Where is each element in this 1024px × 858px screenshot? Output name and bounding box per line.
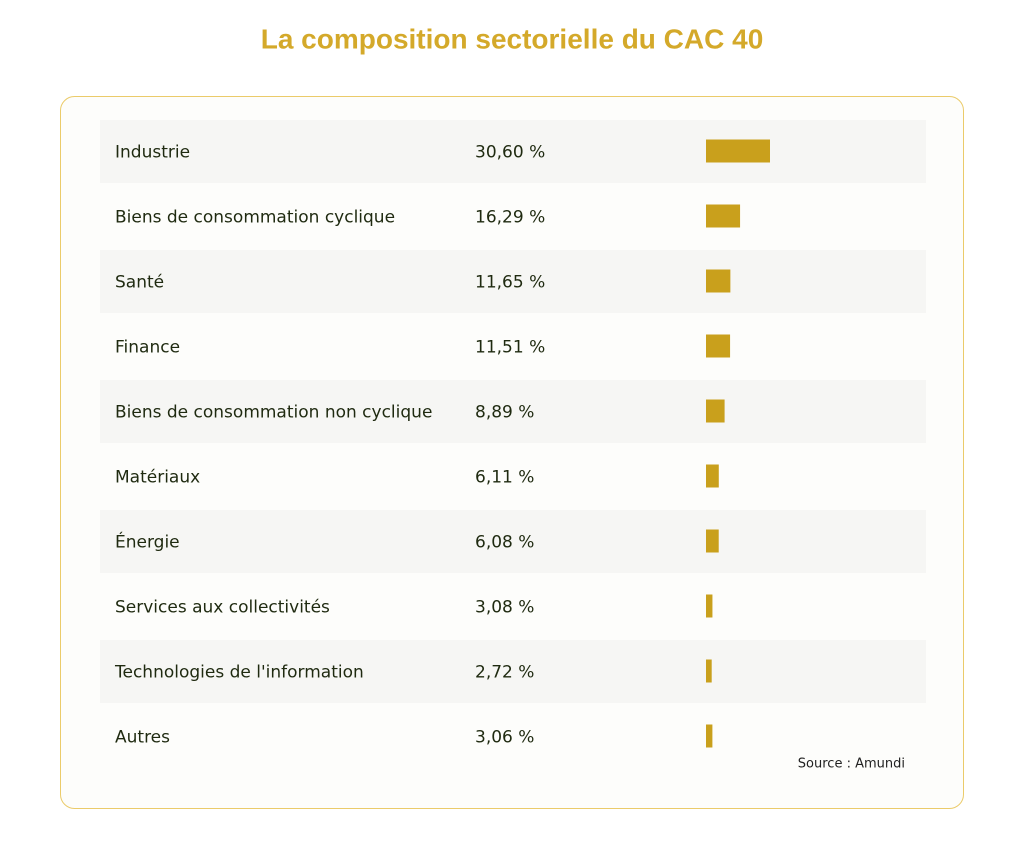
value-label: 11,65 %	[475, 273, 545, 293]
category-label: Finance	[115, 338, 180, 358]
value-label: 3,06 %	[475, 728, 534, 748]
value-label: 11,51 %	[475, 338, 545, 358]
value-label: 30,60 %	[475, 143, 545, 163]
value-label: 6,11 %	[475, 468, 534, 488]
source-note: Source : Amundi	[798, 757, 905, 772]
bar	[706, 464, 719, 488]
category-label: Services aux collectivités	[115, 598, 330, 618]
category-label: Énergie	[115, 531, 180, 553]
bar	[706, 139, 770, 163]
bar	[706, 269, 731, 293]
bar	[706, 659, 712, 683]
bar	[706, 399, 725, 423]
category-label: Biens de consommation cyclique	[115, 208, 395, 228]
value-label: 2,72 %	[475, 663, 534, 683]
rows: Industrie 30,60 % Biens de consommation cy…	[100, 120, 926, 748]
value-label: 8,89 %	[475, 403, 534, 423]
category-label: Matériaux	[115, 468, 200, 488]
row-background	[100, 250, 926, 313]
category-label: Industrie	[115, 143, 190, 163]
category-label: Technologies de l'information	[114, 663, 364, 683]
value-label: 16,29 %	[475, 208, 545, 228]
category-label: Autres	[115, 728, 170, 748]
bar	[706, 529, 719, 553]
chart-title: La composition sectorielle du CAC 40	[261, 23, 764, 54]
value-label: 3,08 %	[475, 598, 534, 618]
row-background	[100, 640, 926, 703]
row-background	[100, 380, 926, 443]
row-background	[100, 510, 926, 573]
value-label: 6,08 %	[475, 533, 534, 553]
row-background	[100, 120, 926, 183]
bar	[706, 594, 713, 618]
category-label: Santé	[115, 273, 164, 293]
bar	[706, 204, 741, 228]
bar	[706, 724, 713, 748]
category-label: Biens de consommation non cyclique	[115, 403, 432, 423]
bar	[706, 334, 731, 358]
